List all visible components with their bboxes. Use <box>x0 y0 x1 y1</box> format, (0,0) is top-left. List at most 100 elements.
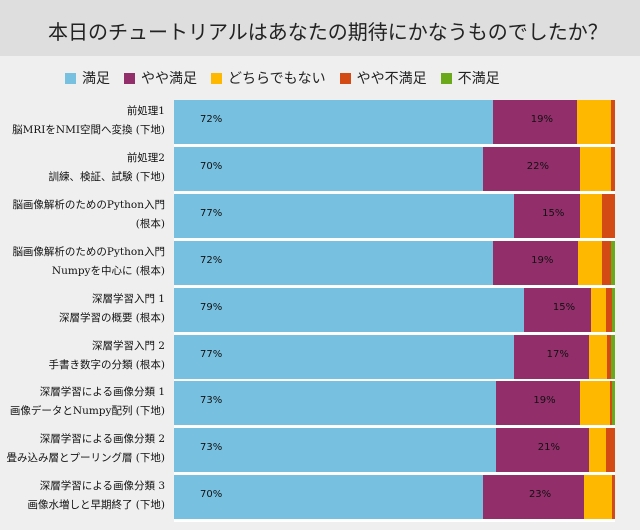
bar-row: 73% 19% <box>174 381 615 426</box>
bar-segment: 77% <box>174 334 514 379</box>
bar-segment <box>611 100 615 144</box>
bar-segment <box>605 287 612 332</box>
data-label: 77% <box>200 348 223 360</box>
row-separator <box>174 425 615 429</box>
data-label: 70% <box>200 489 223 501</box>
bar-segment: 77% <box>174 193 514 238</box>
bar-row: 70% 23% <box>174 475 615 520</box>
legend-item: やや不満足 <box>339 68 427 88</box>
bar-segment: 70% <box>174 475 483 520</box>
bar-segment: 17% <box>513 334 589 379</box>
legend-item: やや満足 <box>124 68 197 88</box>
legend-swatch <box>124 72 135 84</box>
legend-swatch <box>339 72 351 84</box>
data-label: 22% <box>526 160 549 172</box>
bar-segment: 79% <box>174 287 525 332</box>
data-label: 19% <box>530 114 553 125</box>
legend-swatch <box>65 72 76 84</box>
row-separator <box>174 519 615 523</box>
category-label: 深層学習による画像分類 3 画像水増しと早期終了 (下地) <box>27 480 165 512</box>
legend: 満足 やや満足 どちらでもない やや不満足 不満足 <box>65 68 500 88</box>
category-label: 脳画像解析のためのPython入門 (根本) <box>12 198 165 230</box>
category-label: 深層学習入門 2 手書き数字の分類 (根本) <box>48 339 165 371</box>
data-label: 77% <box>200 207 223 219</box>
bar-row: 70% 22% <box>174 146 615 191</box>
bar-segment: 19% <box>495 381 580 426</box>
legend-label: やや不満足 <box>356 71 427 87</box>
row-separator <box>174 331 615 335</box>
bar-segment <box>601 240 611 285</box>
bar-segment <box>611 475 615 520</box>
data-label: 17% <box>546 348 569 360</box>
bar-segment: 72% <box>174 240 494 285</box>
bar-row: 72% 19% <box>174 240 615 285</box>
data-label: 15% <box>552 301 576 313</box>
data-label: 70% <box>200 160 223 172</box>
bar-segment <box>588 428 607 473</box>
bar-segment <box>610 334 615 379</box>
legend-swatch <box>211 72 222 84</box>
data-label: 73% <box>200 442 223 454</box>
data-label: 23% <box>528 489 552 501</box>
data-label: 73% <box>200 395 223 407</box>
bar-segment: 19% <box>493 100 578 144</box>
data-label: 19% <box>533 395 556 407</box>
data-label: 19% <box>531 254 554 266</box>
bar-row: 73% 21% <box>174 428 615 473</box>
category-label: 前処理2 訓練、検証、試験 (下地) <box>48 151 165 183</box>
bar-segment: 22% <box>482 146 580 191</box>
row-separator <box>174 144 615 147</box>
bar-segment: 70% <box>174 146 483 191</box>
bar-row: 77% 17% <box>174 334 615 379</box>
category-label: 前処理1 脳MRIをNMI空間へ変換 (下地) <box>12 105 165 136</box>
category-label: 深層学習による画像分類 2 畳み込み層とプーリング層 (下地) <box>6 433 165 465</box>
bar-segment: 15% <box>513 193 580 238</box>
bar-segment: 73% <box>174 428 496 473</box>
bar-segment: 73% <box>174 381 496 426</box>
data-label: 21% <box>537 442 561 454</box>
legend-label: 不満足 <box>457 71 500 87</box>
bar-segment <box>601 193 615 238</box>
row-separator <box>174 472 615 476</box>
legend-label: 満足 <box>82 71 110 87</box>
bar-segment <box>577 240 602 285</box>
bar-segment <box>579 146 612 191</box>
bar-row: 79% 15% <box>174 287 615 332</box>
bar-segment <box>611 381 615 426</box>
row-separator <box>174 190 615 194</box>
bar-segment <box>579 381 610 426</box>
chart-title-band: 本日のチュートリアルはあなたの期待にかなうものでしたか？ <box>0 0 640 56</box>
bar-segment <box>607 334 611 379</box>
legend-item: どちらでもない <box>211 68 326 88</box>
bar-segment <box>579 193 602 238</box>
bar-segment <box>584 475 612 520</box>
bar-row: 72% 19% <box>174 100 615 144</box>
bar-segment <box>610 240 615 285</box>
category-label: 脳画像解析のためのPython入門 Numpyを中心に (根本) <box>12 245 165 277</box>
data-label: 72% <box>200 254 223 266</box>
bar-segment <box>609 381 612 426</box>
bar-segment <box>588 334 608 379</box>
bar-segment <box>590 287 606 332</box>
row-separator <box>174 237 615 241</box>
bar-row: 77% 15% <box>174 193 615 238</box>
bar-segment <box>611 146 615 191</box>
category-label: 深層学習による画像分類 1 画像データとNumpy配列 (下地) <box>9 386 165 418</box>
legend-swatch <box>440 72 452 84</box>
category-label: 深層学習入門 1 深層学習の概要 (根本) <box>58 292 165 324</box>
chart-title: 本日のチュートリアルはあなたの期待にかなうものでしたか？ <box>48 20 608 44</box>
data-label: 15% <box>542 207 565 219</box>
legend-item: 不満足 <box>440 68 500 88</box>
data-label: 72% <box>200 114 223 125</box>
bar-segment: 23% <box>482 475 585 520</box>
bar-segment: 72% <box>174 100 494 144</box>
row-separator <box>174 284 615 288</box>
bar-segment: 21% <box>495 428 589 473</box>
bar-segment: 19% <box>493 240 578 285</box>
legend-label: やや満足 <box>141 71 197 87</box>
legend-label: どちらでもない <box>228 71 326 87</box>
bar-segment <box>606 428 615 473</box>
row-separator <box>174 378 615 382</box>
legend-item: 満足 <box>65 68 110 88</box>
